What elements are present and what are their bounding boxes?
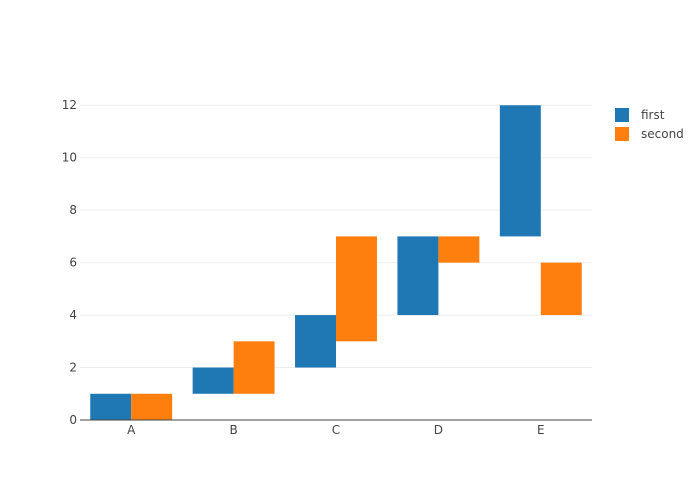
bar-first-D[interactable] (397, 236, 439, 316)
legend-label-second: second (641, 127, 684, 141)
bar-second-B[interactable] (233, 341, 275, 394)
bar-first-E[interactable] (499, 105, 541, 237)
y-tick-label: 0 (69, 413, 77, 427)
y-tick-labels: 0 2 4 6 8 10 12 (62, 98, 77, 427)
bar-first-A[interactable] (90, 393, 132, 420)
y-tick-label: 2 (69, 361, 77, 375)
bar-first-B[interactable] (192, 367, 234, 394)
legend-item-second[interactable]: second (615, 127, 684, 141)
x-tick-label: C (332, 423, 340, 437)
y-tick-label: 10 (62, 151, 77, 165)
bar-first-C[interactable] (295, 315, 336, 368)
x-tick-label: D (434, 423, 443, 437)
legend-swatch-second (615, 127, 629, 141)
bar-second-E[interactable] (540, 262, 582, 316)
bar-second-C[interactable] (336, 236, 377, 342)
bar-second-D[interactable] (438, 236, 480, 263)
y-tick-label: 8 (69, 203, 77, 217)
bar-second-A[interactable] (131, 393, 173, 420)
x-tick-label: B (229, 423, 237, 437)
y-tick-label: 4 (69, 308, 77, 322)
y-tick-label: 12 (62, 98, 77, 112)
legend-swatch-first (615, 108, 629, 122)
bars (90, 105, 582, 420)
legend: first second (615, 108, 684, 141)
y-tick-label: 6 (69, 256, 77, 270)
x-tick-label: A (127, 423, 136, 437)
legend-label-first: first (641, 108, 665, 122)
x-tick-labels: A B C D E (127, 423, 545, 437)
legend-item-first[interactable]: first (615, 108, 665, 122)
x-tick-label: E (537, 423, 545, 437)
